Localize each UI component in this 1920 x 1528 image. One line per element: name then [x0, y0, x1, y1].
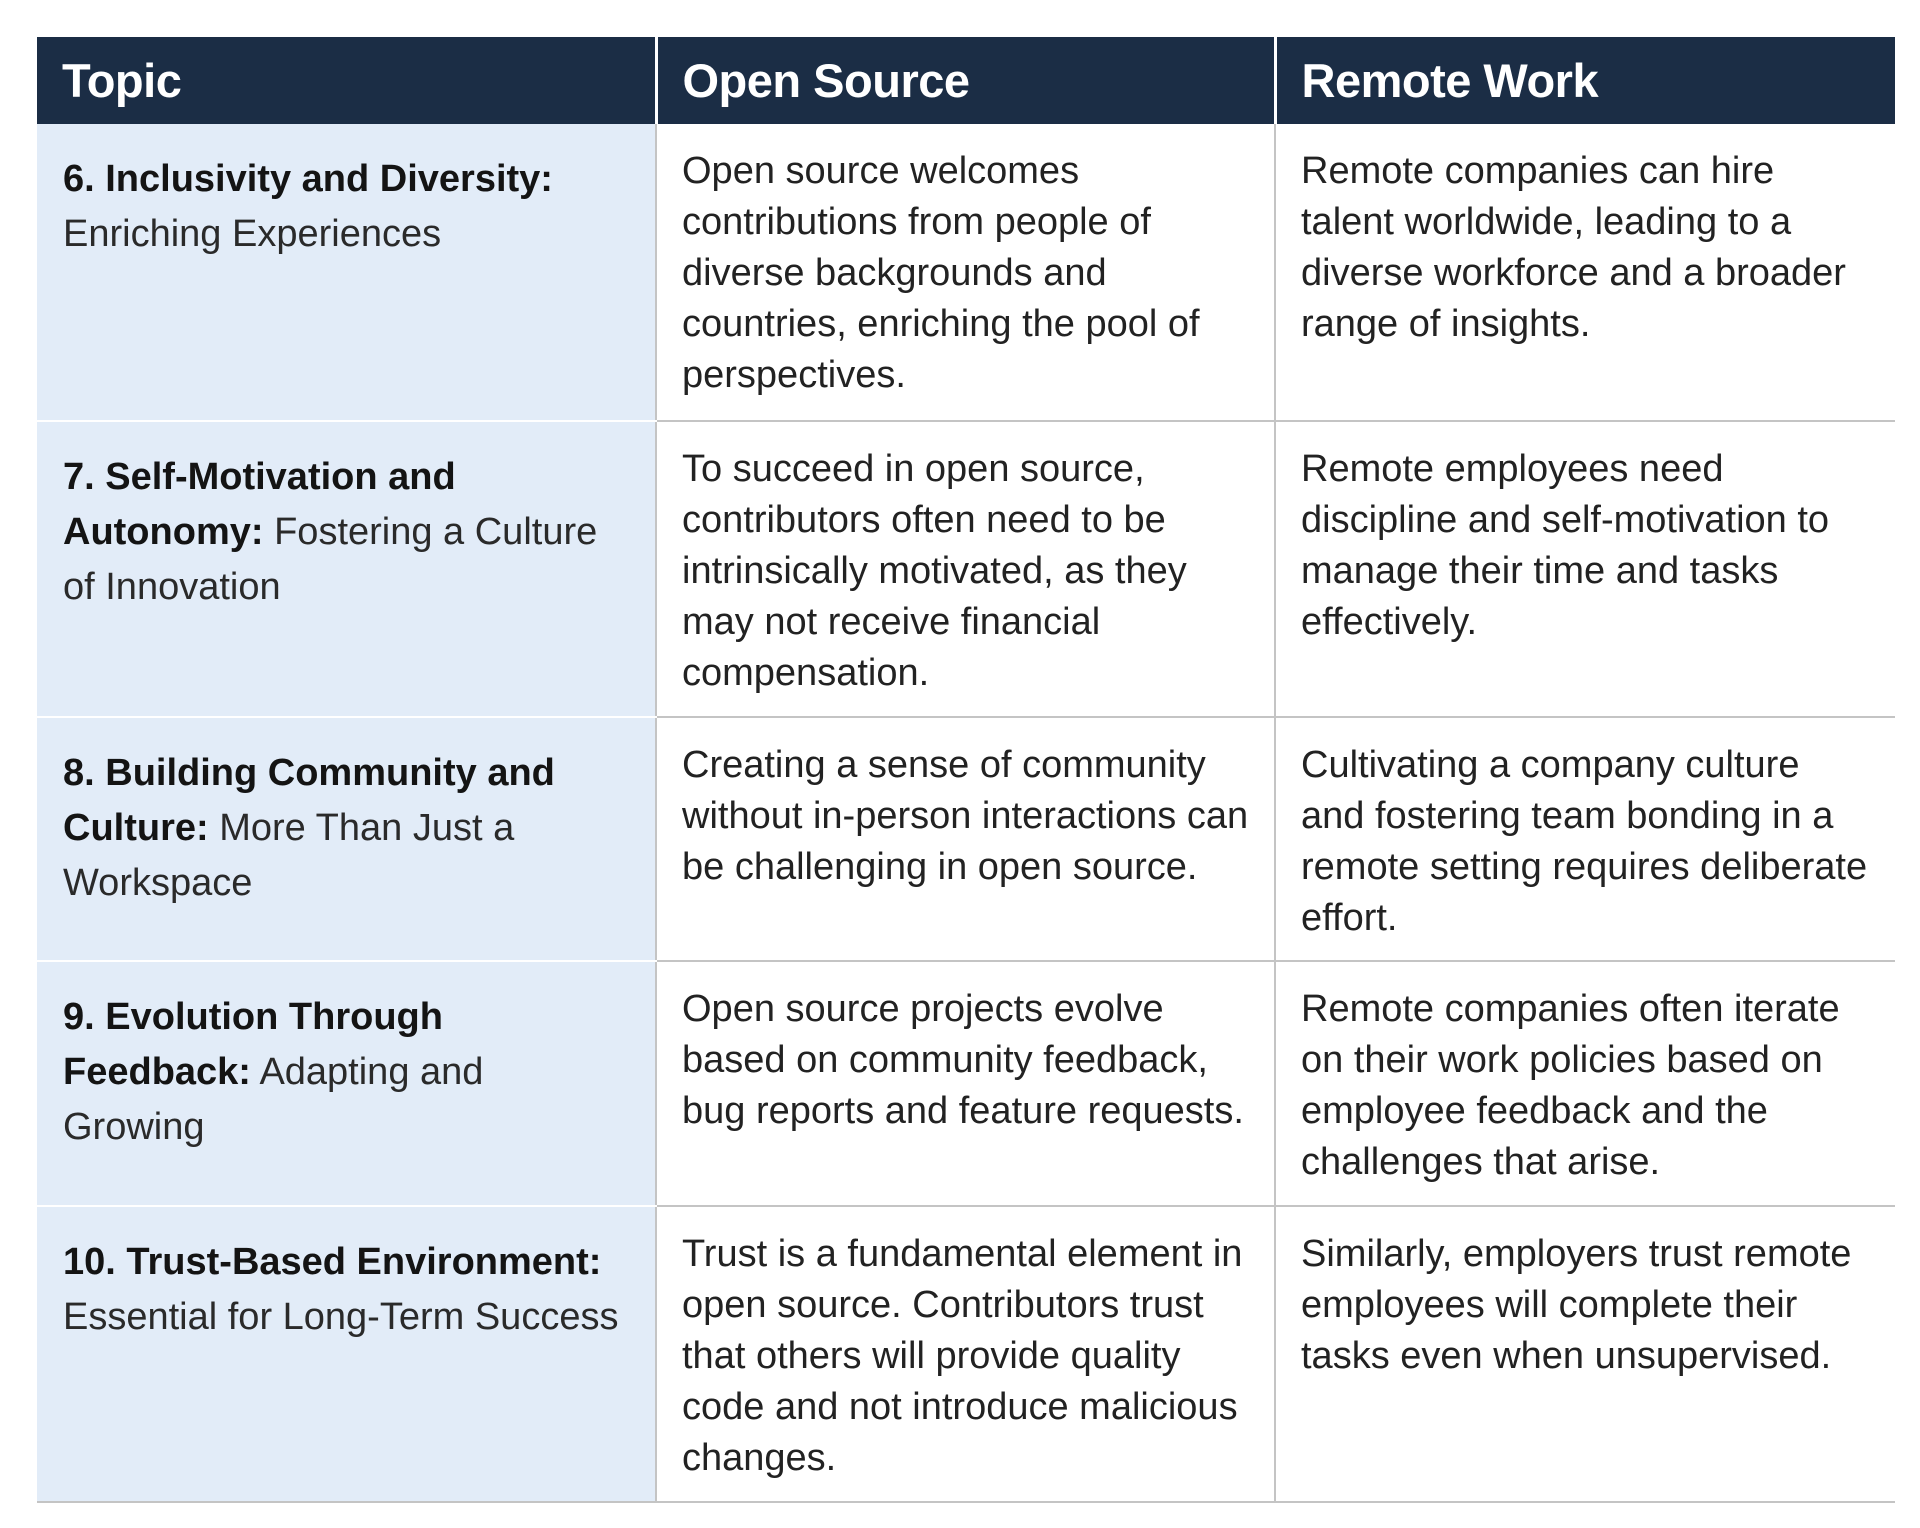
column-header-topic: Topic: [37, 37, 658, 124]
remote-work-cell: Similarly, employers trust remote employ…: [1274, 1206, 1895, 1503]
table-body: 6. Inclusivity and Diversity: Enriching E…: [37, 124, 1895, 1503]
header-row: Topic Open Source Remote Work: [37, 37, 1895, 124]
topic-cell: 8. Building Community and Culture: More …: [37, 717, 656, 962]
remote-work-cell: Remote employees need discipline and sel…: [1274, 421, 1895, 718]
topic-cell: 6. Inclusivity and Diversity: Enriching E…: [37, 124, 656, 422]
table-row: 7. Self-Motivation and Autonomy: Fosteri…: [37, 421, 1895, 718]
topic-subtitle: Adapting and Growing: [63, 1051, 484, 1148]
topic-title: 10. Trust-Based Environment:: [63, 1241, 602, 1283]
table-row: 9. Evolution Through Feedback: Adapting …: [37, 961, 1895, 1207]
topic-title: 9. Evolution Through Feedback:: [63, 996, 443, 1093]
open-source-cell: Open source projects evolve based on com…: [655, 961, 1275, 1207]
open-source-cell: Open source welcomes contributions from …: [655, 124, 1275, 422]
remote-work-cell: Cultivating a company culture and foster…: [1274, 717, 1895, 962]
remote-work-cell: Remote companies can hire talent worldwi…: [1274, 124, 1895, 422]
open-source-cell: Trust is a fundamental element in open s…: [655, 1206, 1275, 1503]
table-row: 6. Inclusivity and Diversity: Enriching E…: [37, 124, 1895, 422]
topic-cell: 7. Self-Motivation and Autonomy: Fosteri…: [37, 421, 656, 718]
table-row: 8. Building Community and Culture: More …: [37, 717, 1895, 962]
topic-subtitle: Enriching Experiences: [63, 213, 442, 255]
open-source-cell: To succeed in open source, contributors …: [655, 421, 1275, 718]
remote-work-cell: Remote companies often iterate on their …: [1274, 961, 1895, 1207]
topic-subtitle: More Than Just a Workspace: [63, 807, 515, 904]
column-header-remote-work: Remote Work: [1275, 37, 1895, 124]
topic-subtitle: Fostering a Culture of Innovation: [63, 511, 598, 608]
table-row: 10. Trust-Based Environment: Essential fo…: [37, 1206, 1895, 1503]
table-header: Topic Open Source Remote Work: [37, 37, 1895, 124]
topic-subtitle: Essential for Long-Term Success: [63, 1296, 619, 1338]
topic-title: 7. Self-Motivation and Autonomy:: [63, 456, 456, 553]
topic-title: 6. Inclusivity and Diversity:: [63, 158, 553, 200]
topic-cell: 9. Evolution Through Feedback: Adapting …: [37, 961, 656, 1207]
topic-title: 8. Building Community and Culture:: [63, 752, 555, 849]
column-header-open-source: Open Source: [656, 37, 1277, 124]
topic-cell: 10. Trust-Based Environment: Essential fo…: [37, 1206, 656, 1503]
comparison-table: Topic Open Source Remote Work 6. Inclusi…: [37, 37, 1895, 1503]
open-source-cell: Creating a sense of community without in…: [655, 717, 1275, 962]
